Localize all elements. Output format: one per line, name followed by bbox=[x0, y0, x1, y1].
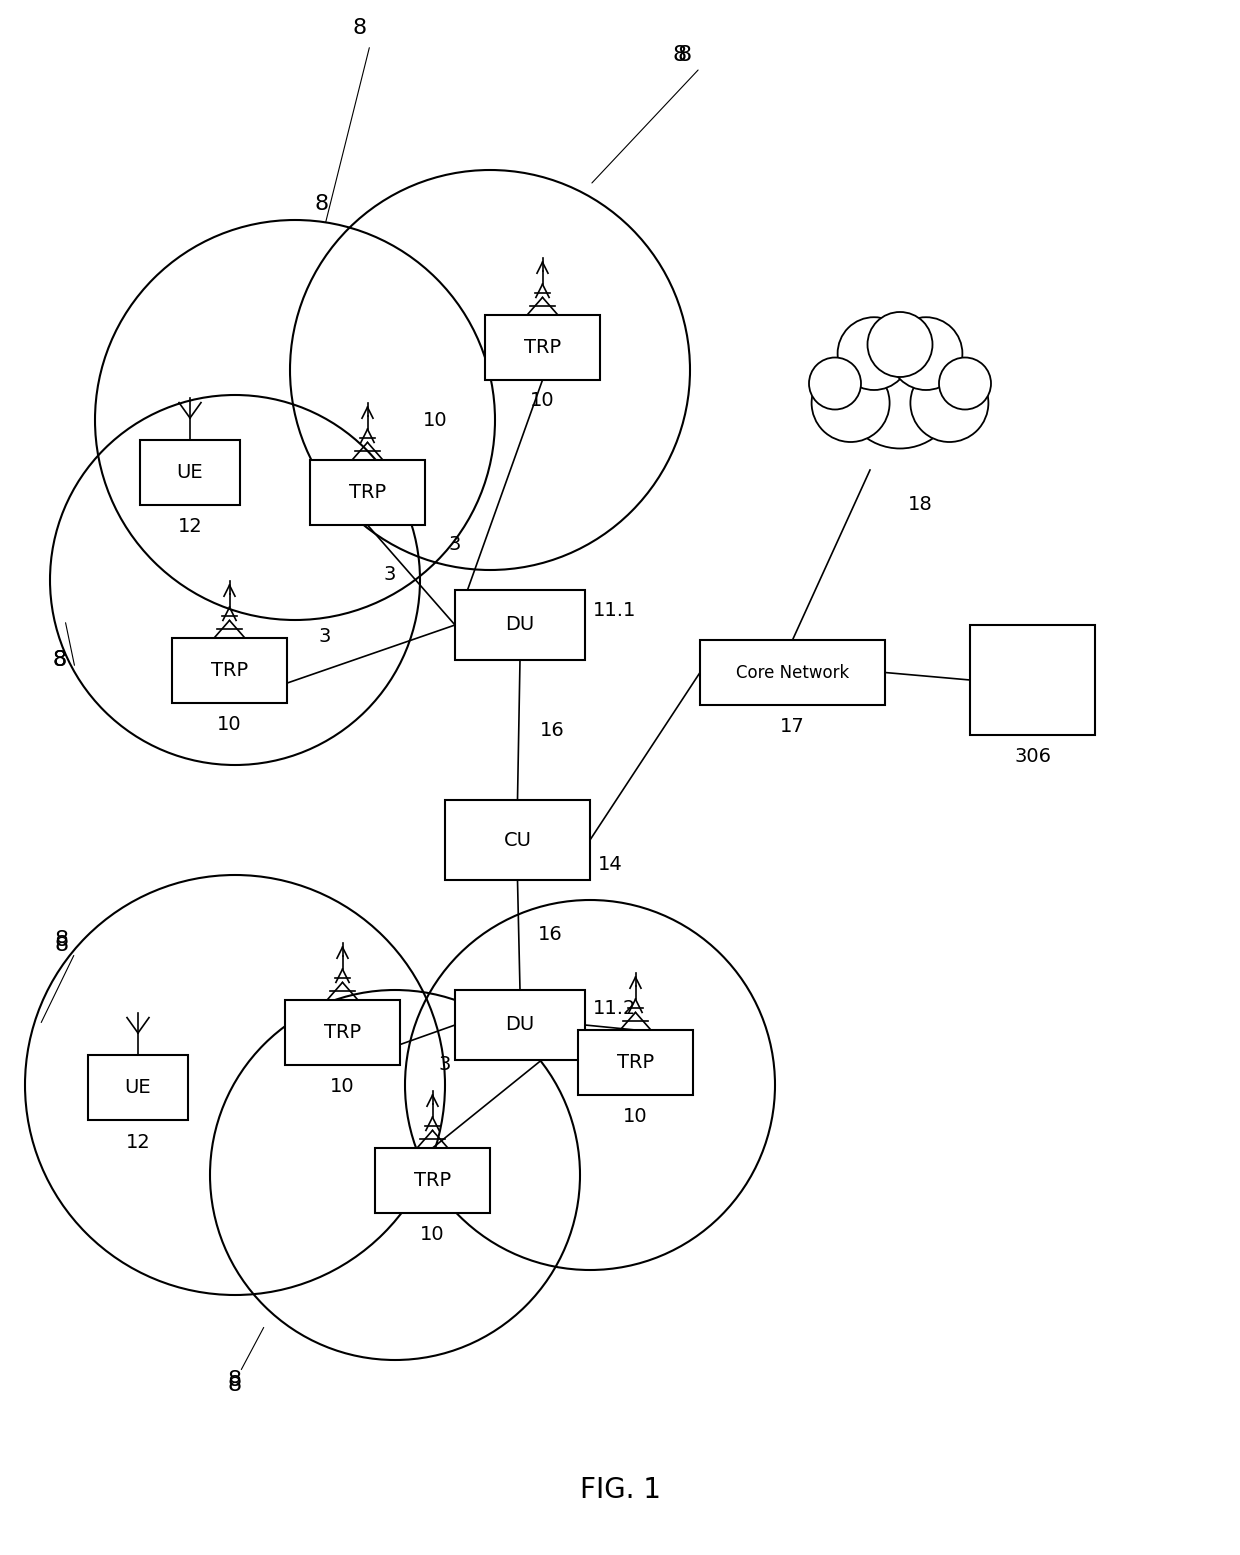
Text: 16: 16 bbox=[539, 720, 564, 740]
Bar bbox=[140, 440, 241, 505]
Text: 10: 10 bbox=[531, 390, 554, 409]
Text: 8: 8 bbox=[55, 935, 69, 955]
Text: 8: 8 bbox=[228, 1370, 242, 1390]
Text: TRP: TRP bbox=[211, 661, 248, 680]
Text: FIG. 1: FIG. 1 bbox=[579, 1476, 661, 1504]
Text: 8: 8 bbox=[678, 45, 692, 65]
Text: CU: CU bbox=[503, 830, 532, 849]
Circle shape bbox=[812, 364, 889, 442]
Text: DU: DU bbox=[506, 1015, 534, 1034]
Bar bbox=[285, 1000, 401, 1065]
Text: 17: 17 bbox=[780, 717, 805, 737]
Text: 11.2: 11.2 bbox=[593, 998, 636, 1017]
Bar bbox=[485, 316, 600, 379]
Text: 16: 16 bbox=[538, 925, 563, 944]
Bar bbox=[88, 1054, 188, 1120]
Text: 10: 10 bbox=[420, 1225, 445, 1244]
Text: 8: 8 bbox=[353, 19, 367, 37]
Text: Core Network: Core Network bbox=[735, 664, 849, 681]
Circle shape bbox=[868, 313, 932, 376]
Text: 3: 3 bbox=[384, 566, 397, 585]
Bar bbox=[455, 991, 585, 1061]
Text: 10: 10 bbox=[624, 1107, 647, 1126]
Bar bbox=[374, 1148, 490, 1213]
Text: 12: 12 bbox=[125, 1132, 150, 1152]
Text: 10: 10 bbox=[217, 715, 242, 734]
Text: 8: 8 bbox=[673, 45, 687, 65]
Text: 306: 306 bbox=[1014, 748, 1052, 767]
Bar bbox=[172, 638, 286, 703]
Text: 8: 8 bbox=[315, 194, 329, 215]
Text: 10: 10 bbox=[330, 1078, 355, 1096]
Text: UE: UE bbox=[176, 463, 203, 482]
Text: 12: 12 bbox=[177, 518, 202, 536]
Text: TRP: TRP bbox=[525, 337, 560, 358]
Circle shape bbox=[889, 317, 962, 390]
Text: 8: 8 bbox=[55, 930, 69, 950]
Text: 8: 8 bbox=[53, 650, 67, 670]
Text: 8: 8 bbox=[228, 1375, 242, 1395]
Text: DU: DU bbox=[506, 616, 534, 634]
Bar bbox=[445, 799, 590, 880]
Text: 3: 3 bbox=[439, 1056, 451, 1075]
Text: 14: 14 bbox=[598, 855, 622, 874]
Bar bbox=[970, 625, 1095, 736]
Text: UE: UE bbox=[125, 1078, 151, 1096]
Circle shape bbox=[910, 364, 988, 442]
Text: 3: 3 bbox=[319, 627, 331, 645]
Text: TRP: TRP bbox=[618, 1053, 653, 1071]
Circle shape bbox=[842, 331, 959, 448]
Text: 3: 3 bbox=[449, 535, 461, 555]
Text: TRP: TRP bbox=[414, 1171, 451, 1190]
Text: TRP: TRP bbox=[348, 484, 386, 502]
Text: 3: 3 bbox=[363, 1036, 376, 1054]
Circle shape bbox=[808, 358, 861, 409]
Circle shape bbox=[939, 358, 991, 409]
Text: 3: 3 bbox=[554, 1011, 567, 1029]
Circle shape bbox=[837, 317, 910, 390]
Bar bbox=[578, 1029, 693, 1095]
Text: 10: 10 bbox=[423, 411, 448, 429]
Bar bbox=[310, 460, 425, 526]
Text: TRP: TRP bbox=[324, 1023, 361, 1042]
Bar bbox=[701, 641, 885, 704]
Text: 18: 18 bbox=[908, 496, 932, 515]
Bar bbox=[455, 589, 585, 659]
Text: 11.1: 11.1 bbox=[593, 600, 636, 619]
Text: 8: 8 bbox=[53, 650, 67, 670]
